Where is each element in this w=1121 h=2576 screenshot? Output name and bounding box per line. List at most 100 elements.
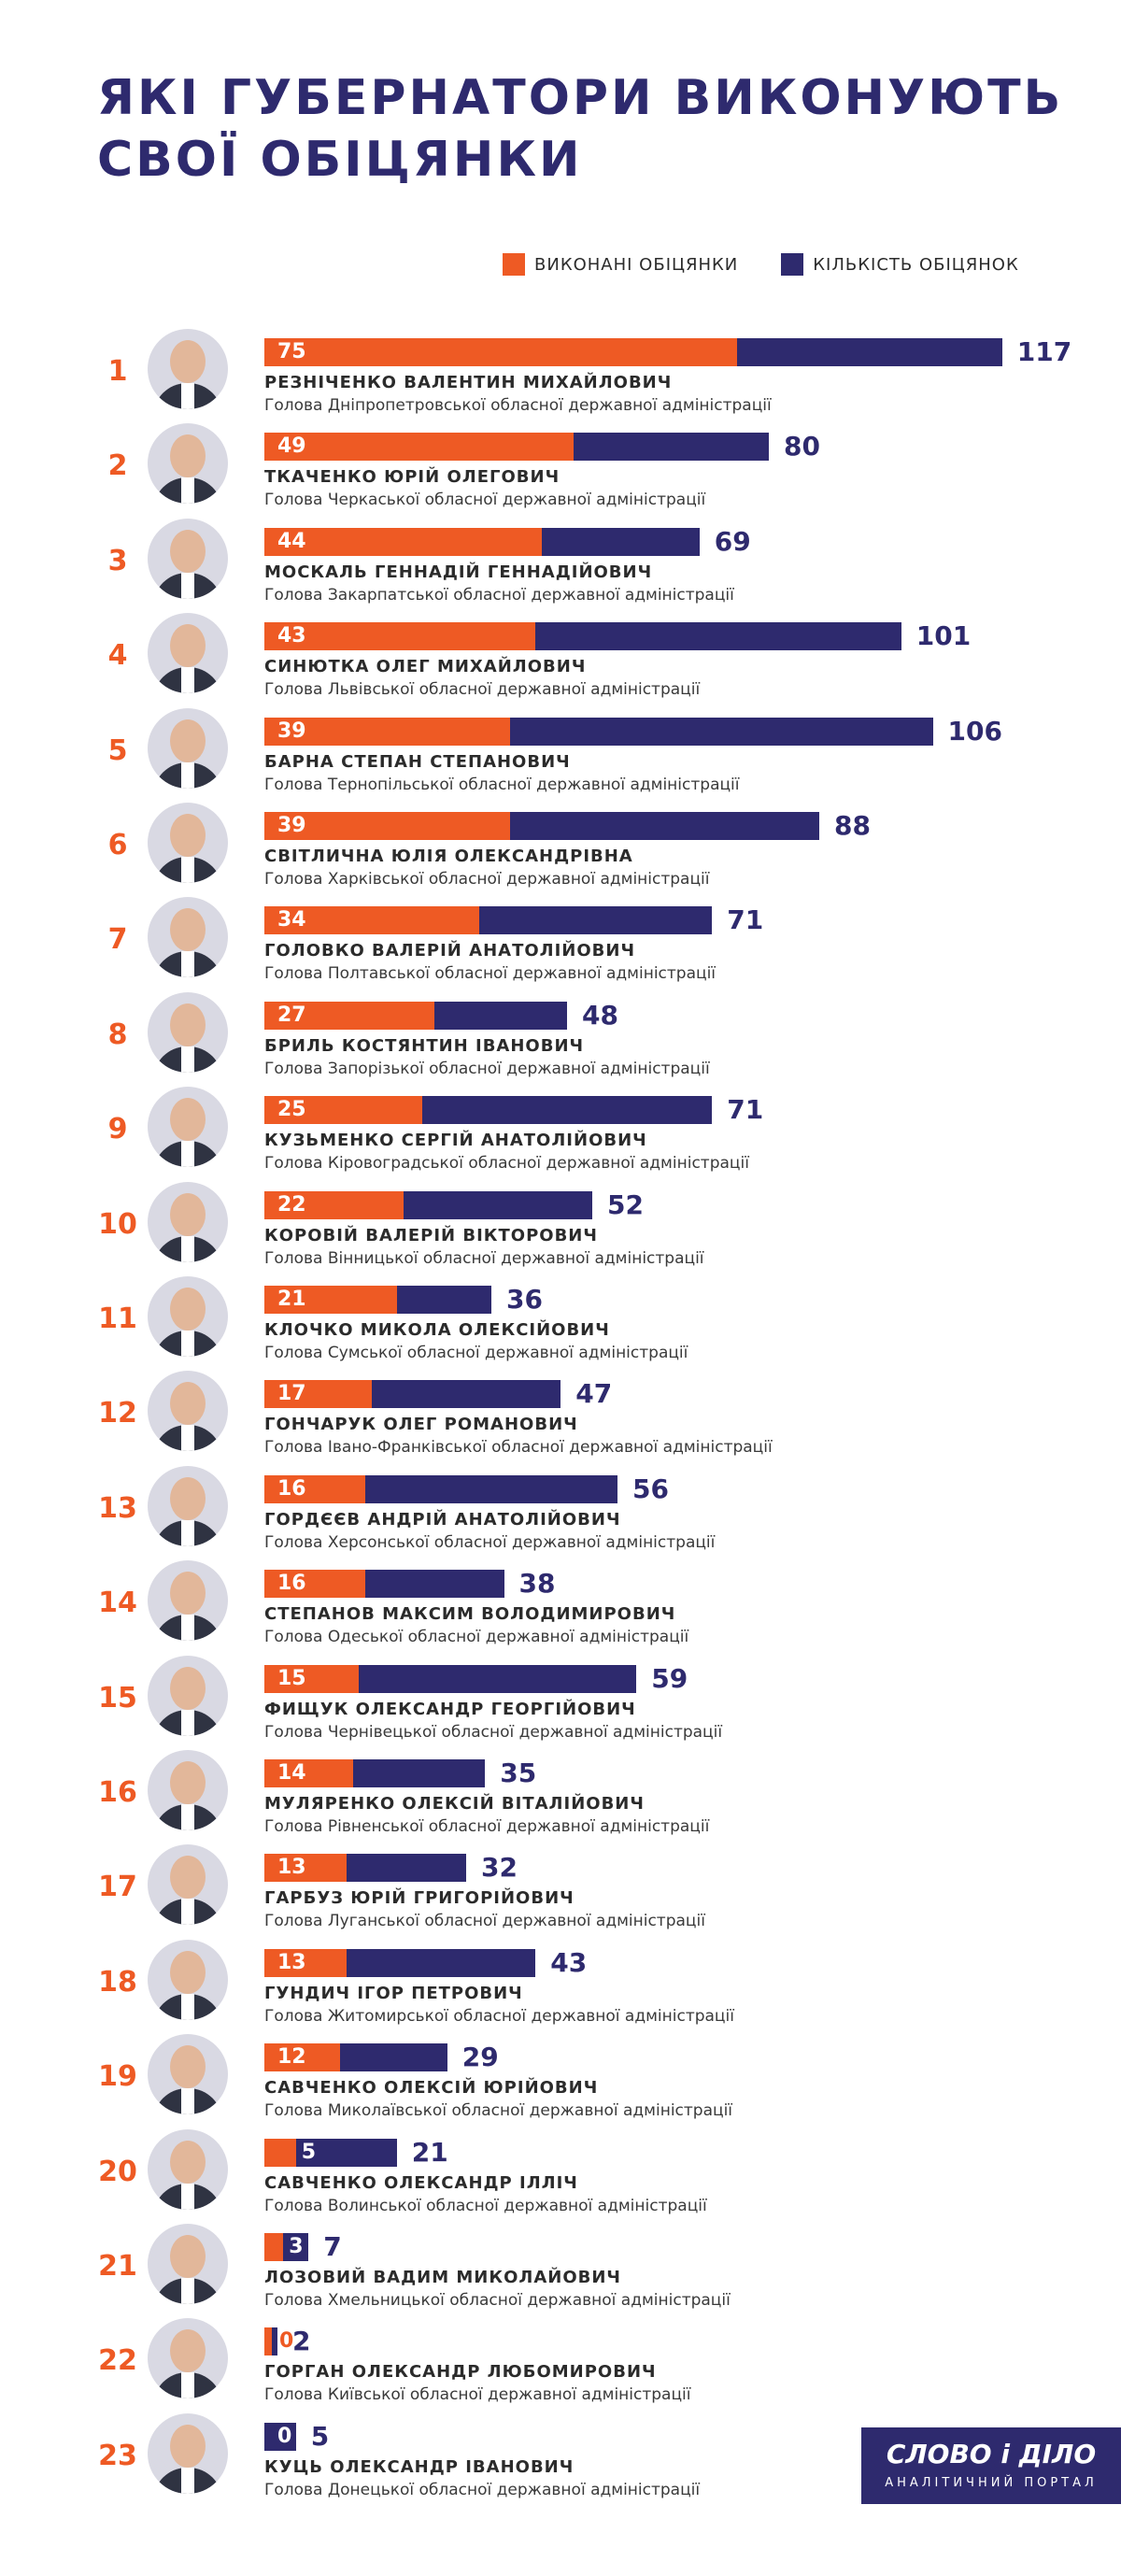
bar-done — [264, 2138, 296, 2167]
total-value-label: 2 — [292, 2326, 311, 2357]
governor-name: Лозовий Вадим Миколайович — [264, 2268, 621, 2287]
bar-done — [264, 1380, 372, 1409]
done-value-label: 5 — [301, 2140, 317, 2164]
rank-number: 17 — [98, 1871, 137, 1904]
governor-name: Гундич Ігор Петрович — [264, 1983, 523, 2003]
bar-done — [264, 717, 511, 746]
total-value-label: 21 — [411, 2136, 448, 2168]
avatar — [148, 423, 228, 505]
governor-name: Барна Степан Степанович — [264, 751, 571, 772]
governor-position: Голова Тернопільської обласної державної… — [264, 775, 740, 794]
total-value-label: 32 — [481, 1852, 518, 1884]
done-value-label: 34 — [277, 908, 306, 932]
governor-position: Голова Одеської обласної державної адмін… — [264, 1628, 689, 1647]
rank-number: 13 — [98, 1491, 137, 1525]
chart-row: 22 0 2 Горган Олександр Любомирович Голова К… — [0, 2318, 1121, 2413]
total-value-label: 52 — [607, 1188, 644, 1220]
done-value-label: 75 — [277, 340, 306, 363]
governor-position: Голова Львівської обласної державної адм… — [264, 680, 701, 700]
rank-number: 3 — [107, 544, 128, 577]
total-value-label: 35 — [500, 1758, 537, 1788]
page-title: Які губернатори виконують свої обіцянки — [97, 70, 1064, 188]
rank-number: 1 — [107, 355, 128, 388]
bar-done — [264, 1096, 422, 1125]
bar-done — [264, 338, 738, 366]
done-value-label: 49 — [277, 434, 306, 459]
chart-row: 23 0 5 Куць Олександр Іванович Голова Донець… — [0, 2412, 1121, 2509]
rank-number: 22 — [98, 2344, 137, 2378]
legend-item-total: Кількість обіцянок — [781, 253, 1018, 276]
governor-position: Голова Кіровоградської обласної державно… — [264, 1154, 749, 1174]
total-value-label: 59 — [651, 1662, 688, 1694]
avatar — [148, 1087, 228, 1168]
total-value-label: 69 — [714, 525, 751, 557]
done-value-label: 13 — [277, 1856, 306, 1880]
brand-logo[interactable]: СЛОВО і ДІЛО АНАЛІТИЧНИЙ ПОРТАЛ — [861, 2427, 1121, 2504]
legend-swatch-total — [781, 253, 804, 276]
done-value-label: 16 — [277, 1572, 306, 1596]
rank-number: 2 — [107, 449, 128, 483]
avatar — [148, 803, 228, 883]
avatar — [148, 518, 228, 599]
chart-row: 5 39 106 Барна Степан Степанович Голова Терн… — [0, 707, 1121, 804]
chart-row: 8 27 48 Бриль Костянтин Іванович Голова Запо… — [0, 991, 1121, 1088]
governor-name: Коровій Валерій Вікторович — [264, 1225, 598, 1245]
avatar — [148, 2318, 228, 2399]
bar-done — [264, 906, 479, 935]
rank-number: 11 — [98, 1302, 137, 1335]
done-value-label: 12 — [277, 2045, 306, 2070]
governor-name: Головко Валерій Анатолійович — [264, 941, 635, 961]
avatar — [148, 1939, 228, 2020]
chart-row: 19 12 29 Савченко Олексій Юрійович Голова Ми… — [0, 2034, 1121, 2129]
chart-row: 7 34 71 Головко Валерій Анатолійович Голова … — [0, 897, 1121, 992]
governor-name: Кузьменко Сергій Анатолійович — [264, 1131, 647, 1151]
rank-number: 9 — [107, 1113, 128, 1146]
done-value-label: 13 — [277, 1950, 306, 1974]
legend-swatch-done — [503, 253, 525, 276]
chart-row: 9 25 71 Кузьменко Сергій Анатолійович Голова… — [0, 1087, 1121, 1182]
bar-done — [264, 2327, 272, 2356]
governor-position: Голова Миколаївської обласної державної … — [264, 2101, 733, 2121]
chart-row: 11 21 36 Клочко Микола Олексійович Голова Су… — [0, 1276, 1121, 1372]
governor-name: Степанов Максим Володимирович — [264, 1604, 676, 1625]
governor-position: Голова Закарпатської обласної державної … — [264, 585, 734, 605]
rank-number: 14 — [98, 1587, 137, 1620]
legend-label-done: Виконані обіцянки — [534, 254, 739, 275]
bar-total — [264, 2422, 296, 2451]
governor-position: Голова Черкаської обласної державної адм… — [264, 491, 706, 510]
avatar — [148, 1276, 228, 1357]
governor-position: Голова Херсонської обласної державної ад… — [264, 1532, 716, 1552]
chart-row: 6 39 88 Світлична Юлія Олександрівна Голова … — [0, 803, 1121, 898]
chart-row: 18 13 43 Гундич Ігор Петрович Голова Житомир… — [0, 1939, 1121, 2035]
done-value-label: 44 — [277, 529, 306, 553]
avatar — [148, 1465, 228, 1546]
governor-position: Голова Чернівецької обласної державної а… — [264, 1722, 723, 1742]
governor-name: Куць Олександр Іванович — [264, 2456, 575, 2477]
avatar — [148, 1181, 228, 1262]
governor-name: Горган Олександр Любомирович — [264, 2362, 657, 2383]
done-value-label: 25 — [277, 1098, 306, 1122]
governor-name: Резніченко Валентин Михайлович — [264, 373, 673, 392]
chart-row: 16 14 35 Муляренко Олексій Віталійович Голов… — [0, 1750, 1121, 1845]
avatar — [148, 991, 228, 1073]
governor-position: Голова Житомирської обласної державної а… — [264, 2006, 734, 2026]
avatar — [148, 1655, 228, 1736]
done-value-label: 17 — [277, 1382, 306, 1406]
bar-done — [264, 1854, 347, 1883]
governor-position: Голова Донецької обласної державної адмі… — [264, 2480, 701, 2499]
governor-position: Голова Харківської обласної державної ад… — [264, 870, 710, 889]
bar-done — [264, 1001, 435, 1030]
bar-done — [264, 1474, 365, 1503]
bar-done — [264, 1664, 360, 1693]
total-value-label: 88 — [834, 810, 871, 841]
total-value-label: 29 — [461, 2042, 499, 2073]
bar-done — [264, 1948, 347, 1977]
legend-item-done: Виконані обіцянки — [503, 253, 738, 276]
bar-done — [264, 1759, 353, 1787]
done-value-label: 21 — [277, 1288, 306, 1311]
chart-legend: Виконані обіцянки Кількість обіцянок — [503, 253, 1019, 276]
chart-row: 13 16 56 Гордєєв Андрій Анатолійович Голова … — [0, 1465, 1121, 1561]
total-value-label: 36 — [506, 1284, 543, 1315]
chart-row: 21 3 7 Лозовий Вадим Миколайович Голова Хмел… — [0, 2224, 1121, 2319]
